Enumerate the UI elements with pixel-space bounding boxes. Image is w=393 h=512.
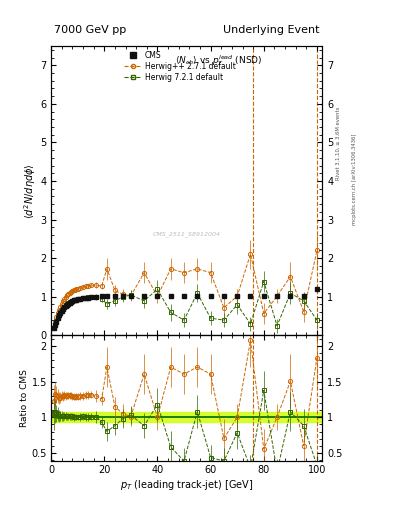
Bar xyxy=(51,412,322,422)
X-axis label: $p_{T}$ (leading track-jet) [GeV]: $p_{T}$ (leading track-jet) [GeV] xyxy=(120,478,253,492)
Y-axis label: Ratio to CMS: Ratio to CMS xyxy=(20,369,29,427)
Text: mcplots.cern.ch [arXiv:1306.3436]: mcplots.cern.ch [arXiv:1306.3436] xyxy=(352,134,357,225)
Text: $\langle N_{ch}\rangle$ vs $p_{T}^{lead}$ (NSD): $\langle N_{ch}\rangle$ vs $p_{T}^{lead}… xyxy=(175,53,263,68)
Y-axis label: $\langle d^{2}N/d\eta d\phi\rangle$: $\langle d^{2}N/d\eta d\phi\rangle$ xyxy=(22,163,38,219)
Legend: CMS, Herwig++ 2.7.1 default, Herwig 7.2.1 default: CMS, Herwig++ 2.7.1 default, Herwig 7.2.… xyxy=(123,50,237,84)
Text: Rivet 3.1.10, ≥ 3.6M events: Rivet 3.1.10, ≥ 3.6M events xyxy=(336,106,341,180)
Text: 7000 GeV pp: 7000 GeV pp xyxy=(54,25,126,34)
Text: Underlying Event: Underlying Event xyxy=(223,25,320,34)
Text: CMS_2511_S8912004: CMS_2511_S8912004 xyxy=(152,231,221,237)
